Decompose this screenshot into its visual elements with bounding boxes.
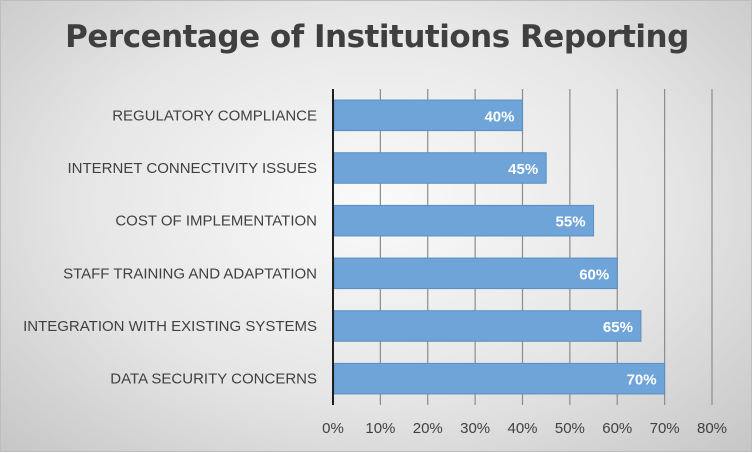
x-tick-label: 80% [697, 420, 727, 437]
bars [333, 99, 666, 395]
bar-4 [333, 257, 618, 290]
data-label: 45% [508, 161, 538, 178]
x-tick-label: 60% [602, 420, 632, 437]
x-tick-label: 50% [555, 420, 585, 437]
data-label: 55% [556, 214, 586, 231]
data-label: 65% [603, 319, 633, 336]
gridlines [379, 89, 713, 405]
data-label: 60% [579, 266, 609, 283]
x-tick-labels: 0% 10% 20% 30% 40% 50% 60% 70% 80% [322, 420, 727, 437]
x-tick-label: 10% [365, 420, 395, 437]
category-label: COST OF IMPLEMENTATION [115, 213, 317, 230]
bar-1 [333, 99, 523, 132]
bar-2 [333, 152, 547, 184]
category-label: DATA SECURITY CONCERNS [110, 371, 317, 388]
category-label: INTEGRATION WITH EXISTING SYSTEMS [23, 318, 317, 335]
x-tick-label: 40% [507, 420, 537, 437]
category-label: REGULATORY COMPLIANCE [112, 107, 317, 124]
data-label: 40% [484, 108, 514, 125]
bar-5 [333, 310, 642, 342]
x-tick-label: 20% [413, 420, 443, 437]
data-label: 70% [627, 372, 657, 389]
x-tick-label: 70% [650, 420, 680, 437]
data-labels: 40% 45% 55% 60% 65% 70% [484, 108, 656, 388]
category-label: INTERNET CONNECTIVITY ISSUES [68, 160, 318, 177]
bar-6 [333, 362, 666, 395]
x-tick-label: 0% [322, 420, 344, 437]
category-label: STAFF TRAINING AND ADAPTATION [63, 265, 317, 282]
category-labels: REGULATORY COMPLIANCE INTERNET CONNECTIVI… [23, 107, 317, 387]
x-tick-label: 30% [460, 420, 490, 437]
chart-title: Percentage of Institutions Reporting [65, 19, 689, 55]
